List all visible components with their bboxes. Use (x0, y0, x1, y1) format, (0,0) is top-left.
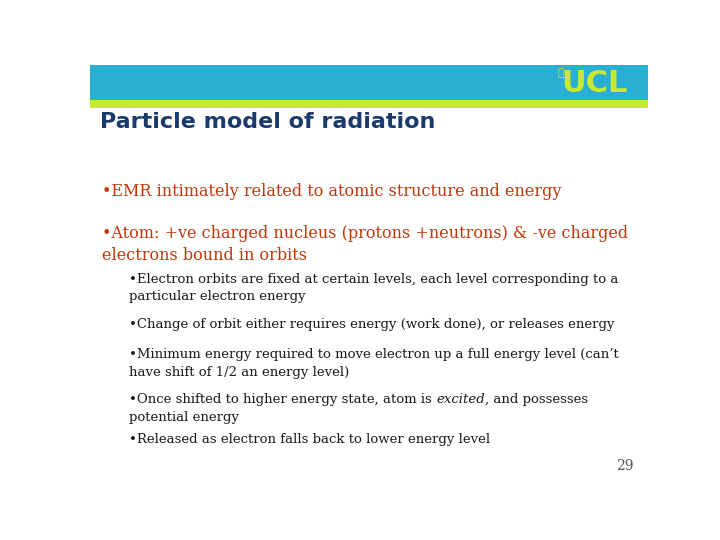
Text: , and possesses: , and possesses (485, 393, 588, 406)
Text: UCL: UCL (562, 69, 628, 98)
Text: •Atom: +ve charged nucleus (protons +neutrons) & -ve charged: •Atom: +ve charged nucleus (protons +neu… (102, 225, 629, 242)
Text: •Change of orbit either requires energy (work done), or releases energy: •Change of orbit either requires energy … (129, 319, 615, 332)
Text: excited: excited (436, 393, 485, 406)
Text: •Released as electron falls back to lower energy level: •Released as electron falls back to lowe… (129, 433, 490, 446)
Text: ⯅: ⯅ (557, 69, 564, 78)
Bar (90, 100, 648, 107)
Text: •Electron orbits are fixed at certain levels, each level corresponding to a: •Electron orbits are fixed at certain le… (129, 273, 618, 286)
Text: particular electron energy: particular electron energy (129, 290, 306, 303)
Text: Particle model of radiation: Particle model of radiation (100, 112, 436, 132)
Text: •Minimum energy required to move electron up a full energy level (can’t: •Minimum energy required to move electro… (129, 348, 618, 361)
Bar (90, 65, 648, 100)
Text: have shift of 1/2 an energy level): have shift of 1/2 an energy level) (129, 366, 349, 379)
Text: potential energy: potential energy (129, 411, 239, 424)
Text: electrons bound in orbits: electrons bound in orbits (102, 246, 307, 264)
Text: •Once shifted to higher energy state, atom is: •Once shifted to higher energy state, at… (129, 393, 436, 406)
Text: 29: 29 (616, 459, 634, 473)
Text: •EMR intimately related to atomic structure and energy: •EMR intimately related to atomic struct… (102, 183, 562, 200)
